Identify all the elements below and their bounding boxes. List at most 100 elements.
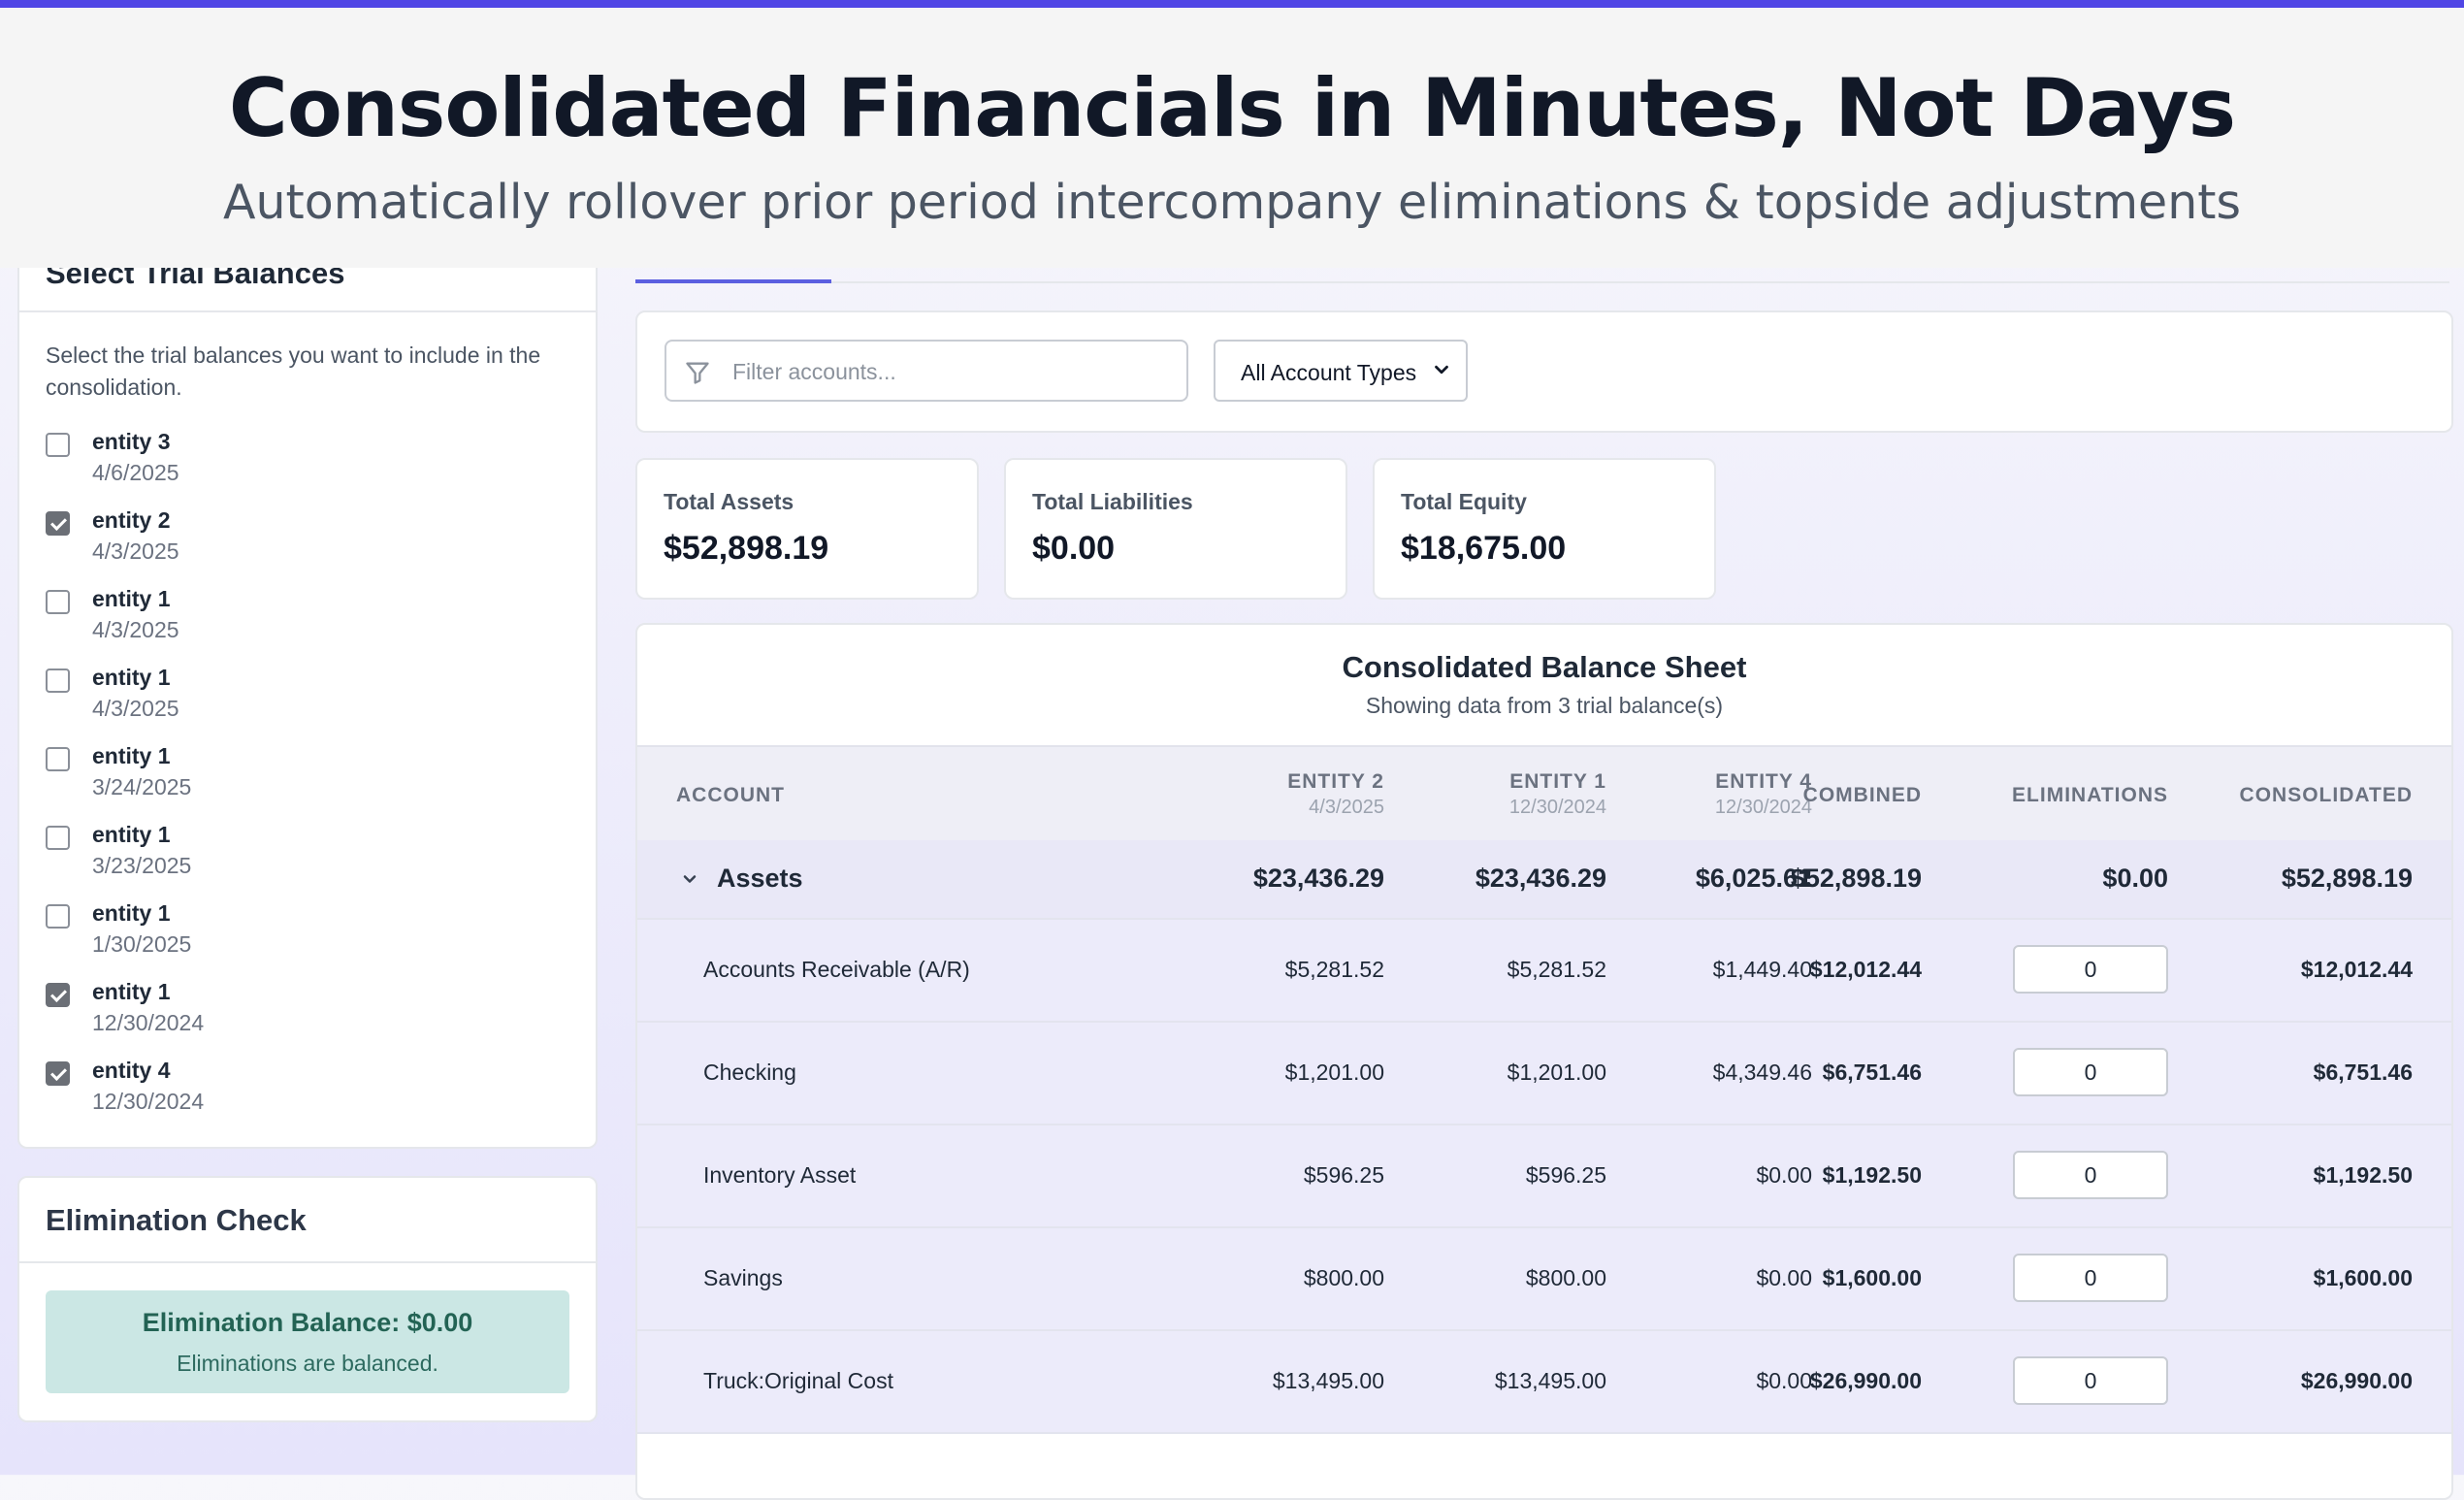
account-type-select[interactable]: All Account Types xyxy=(1214,340,1468,402)
consolidated-value: $6,751.46 xyxy=(2313,1060,2413,1085)
col-eliminations[interactable]: Eliminations xyxy=(1955,784,2168,807)
filter-accounts-input[interactable]: Filter accounts... xyxy=(665,340,1188,402)
group-eliminations: $0.00 xyxy=(2102,864,2168,893)
entity-1-value: $5,281.52 xyxy=(1507,957,1606,982)
col-combined[interactable]: Combined xyxy=(1728,784,1922,807)
filter-bar: Filter accounts... All Account Types xyxy=(635,310,2453,433)
trial-balance-checkbox[interactable] xyxy=(46,826,70,850)
trial-balance-date: 1/30/2025 xyxy=(92,931,192,957)
trial-balance-item[interactable]: entity 2 4/3/2025 xyxy=(46,507,569,586)
col-combined-label: Combined xyxy=(1802,784,1922,806)
group-row-assets[interactable]: Assets $23,436.29 $23,436.29 $6,025.61 $… xyxy=(637,840,2451,920)
table-row: Checking $1,201.00 $1,201.00 $4,349.46 $6,75… xyxy=(637,1023,2451,1125)
group-name: Assets xyxy=(717,864,803,893)
trial-balance-date: 12/30/2024 xyxy=(92,1010,205,1035)
trial-balance-date: 4/6/2025 xyxy=(92,460,179,485)
col-entity-1-date: 12/30/2024 xyxy=(1508,797,1606,818)
elimination-input[interactable]: 0 xyxy=(2013,1254,2168,1302)
trial-balance-name: entity 4 xyxy=(92,1058,171,1083)
table-title: Consolidated Balance Sheet xyxy=(1342,650,1747,684)
combined-value: $1,192.50 xyxy=(1822,1162,1922,1188)
col-account[interactable]: Account xyxy=(676,784,785,807)
account-type-value: All Account Types xyxy=(1241,360,1417,385)
trial-balance-item[interactable]: entity 3 4/6/2025 xyxy=(46,429,569,507)
elimination-input[interactable]: 0 xyxy=(2013,945,2168,994)
col-eliminations-label: Eliminations xyxy=(2012,784,2168,806)
chevron-down-icon[interactable] xyxy=(680,869,699,889)
trial-balance-date: 12/30/2024 xyxy=(92,1089,205,1114)
elimination-status-box: Elimination Balance: $0.00 Eliminations … xyxy=(46,1290,569,1393)
trial-balance-name: entity 1 xyxy=(92,743,171,768)
entity-4-value: $0.00 xyxy=(1756,1265,1812,1290)
entity-4-value: $4,349.46 xyxy=(1712,1060,1812,1085)
total-assets-card: Total Assets $52,898.19 xyxy=(635,458,979,600)
combined-value: $1,600.00 xyxy=(1822,1265,1922,1290)
account-name: Truck:Original Cost xyxy=(703,1368,893,1393)
filter-funnel-icon xyxy=(686,362,709,384)
consolidated-value: $26,990.00 xyxy=(2300,1368,2413,1393)
trial-balance-item[interactable]: entity 1 4/3/2025 xyxy=(46,665,569,743)
stat-label: Total Liabilities xyxy=(1032,489,1193,514)
col-entity-2[interactable]: Entity 2 4/3/2025 xyxy=(1287,770,1384,819)
col-consolidated-label: Consolidated xyxy=(2239,784,2413,806)
trial-balance-name: entity 1 xyxy=(92,979,171,1004)
trial-balance-item[interactable]: entity 1 3/23/2025 xyxy=(46,822,569,900)
trial-balance-item[interactable]: entity 4 12/30/2024 xyxy=(46,1058,569,1136)
trial-balance-date: 4/3/2025 xyxy=(92,617,179,642)
trial-balance-date: 3/23/2025 xyxy=(92,853,192,878)
elimination-input[interactable]: 0 xyxy=(2013,1048,2168,1096)
combined-value: $12,012.44 xyxy=(1809,957,1922,982)
trial-balance-checkbox[interactable] xyxy=(46,668,70,693)
elimination-input[interactable]: 0 xyxy=(2013,1356,2168,1405)
entity-2-value: $1,201.00 xyxy=(1284,1060,1384,1085)
hero-subtitle: Automatically rollover prior period inte… xyxy=(222,175,2241,230)
entity-4-value: $0.00 xyxy=(1756,1162,1812,1188)
table-row: Accounts Receivable (A/R) $5,281.52 $5,281… xyxy=(637,920,2451,1023)
col-consolidated[interactable]: Consolidated xyxy=(2199,784,2413,807)
table-subtitle: Showing data from 3 trial balance(s) xyxy=(1365,693,1724,718)
col-entity-1[interactable]: Entity 1 12/30/2024 xyxy=(1509,770,1606,819)
elimination-check-panel: Elimination Check Elimination Balance: $… xyxy=(17,1176,598,1422)
col-entity-4[interactable]: Entity 4 12/30/2024 xyxy=(1715,770,1812,819)
col-account-label: Account xyxy=(676,784,785,806)
col-entity-1-label: Entity 1 xyxy=(1509,770,1606,793)
table-row: Truck:Original Cost $13,495.00 $13,495.00 $… xyxy=(637,1331,2451,1434)
elimination-input[interactable]: 0 xyxy=(2013,1151,2168,1199)
elimination-balance: Elimination Balance: $0.00 xyxy=(142,1308,473,1337)
accent-bar xyxy=(0,0,2464,8)
trial-balance-item[interactable]: entity 1 4/3/2025 xyxy=(46,586,569,665)
stat-value: $0.00 xyxy=(1032,530,1116,567)
trial-balance-checkbox[interactable] xyxy=(46,433,70,457)
account-name: Inventory Asset xyxy=(703,1162,857,1188)
trial-balance-checkbox[interactable] xyxy=(46,1061,70,1086)
col-entity-4-label: Entity 4 xyxy=(1715,770,1812,793)
consolidated-value: $1,600.00 xyxy=(2313,1265,2413,1290)
balance-sheet-table: Consolidated Balance Sheet Showing data … xyxy=(635,623,2453,1500)
col-entity-4-date: 12/30/2024 xyxy=(1714,797,1812,818)
col-entity-2-label: Entity 2 xyxy=(1287,770,1384,793)
combined-value: $6,751.46 xyxy=(1822,1060,1922,1085)
trial-balance-item[interactable]: entity 1 3/24/2025 xyxy=(46,743,569,822)
entity-2-value: $800.00 xyxy=(1303,1265,1384,1290)
stat-value: $52,898.19 xyxy=(664,530,829,567)
trial-balance-checkbox[interactable] xyxy=(46,511,70,536)
trial-balance-name: entity 1 xyxy=(92,665,171,690)
entity-4-value: $0.00 xyxy=(1756,1368,1812,1393)
table-row: Inventory Asset $596.25 $596.25 $0.00 $1,192… xyxy=(637,1125,2451,1228)
stat-value: $18,675.00 xyxy=(1401,530,1567,567)
col-entity-2-date: 4/3/2025 xyxy=(1309,797,1384,818)
trial-balance-checkbox[interactable] xyxy=(46,904,70,929)
trial-balance-checkbox[interactable] xyxy=(46,747,70,771)
tab-bar-border xyxy=(635,281,2449,283)
account-name: Accounts Receivable (A/R) xyxy=(703,957,970,982)
trial-balance-date: 4/3/2025 xyxy=(92,538,179,564)
trial-balance-name: entity 3 xyxy=(92,429,171,454)
trial-balance-item[interactable]: entity 1 1/30/2025 xyxy=(46,900,569,979)
trial-balance-item[interactable]: entity 1 12/30/2024 xyxy=(46,979,569,1058)
total-equity-card: Total Equity $18,675.00 xyxy=(1373,458,1716,600)
entity-2-value: $5,281.52 xyxy=(1284,957,1384,982)
trial-balance-checkbox[interactable] xyxy=(46,590,70,614)
trial-balance-checkbox[interactable] xyxy=(46,983,70,1007)
active-tab-indicator[interactable] xyxy=(635,279,831,283)
table-header: Account Entity 2 4/3/2025 Entity 1 12/30… xyxy=(637,745,2451,842)
